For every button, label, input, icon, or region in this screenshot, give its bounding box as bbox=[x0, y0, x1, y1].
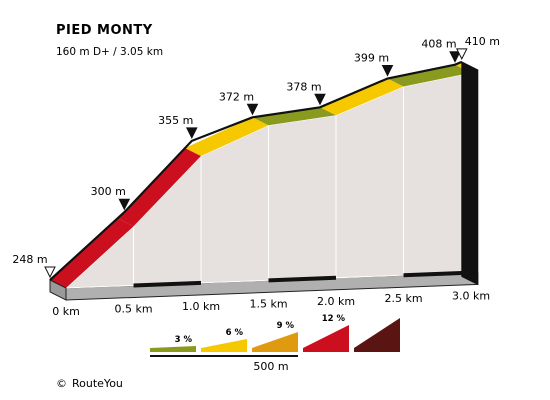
chart-subtitle: 160 m D+ / 3.05 km bbox=[56, 46, 163, 58]
legend-label: 3 % bbox=[175, 335, 193, 345]
elevation-marker bbox=[449, 51, 461, 63]
profile-segment-3 bbox=[252, 107, 336, 126]
elevation-marker bbox=[44, 266, 56, 279]
distance-scale-bar bbox=[403, 270, 472, 278]
elevation-label: 355 m bbox=[158, 114, 193, 127]
x-tick-label: 0.5 km bbox=[114, 302, 152, 315]
elevation-marker bbox=[455, 48, 468, 61]
elevation-marker bbox=[118, 198, 131, 211]
elevation-label: 410 m bbox=[465, 35, 500, 48]
profile-segment-5 bbox=[387, 64, 471, 87]
x-tick-label: 1.0 km bbox=[182, 300, 220, 313]
legend-ramp bbox=[150, 346, 196, 352]
elevation-marker bbox=[246, 103, 259, 116]
profile-body bbox=[49, 60, 479, 301]
profile-ridge-line bbox=[49, 60, 463, 281]
profile-face-segment bbox=[403, 72, 472, 276]
x-tick-label: 3.0 km bbox=[452, 290, 490, 303]
x-tick-label: 2.5 km bbox=[384, 292, 422, 305]
elevation-label: 372 m bbox=[219, 90, 254, 103]
distance-scale-bar bbox=[133, 280, 202, 288]
elevation-label: 378 m bbox=[286, 80, 321, 93]
elevation-label: 399 m bbox=[354, 51, 389, 64]
elevation-marker bbox=[381, 65, 394, 77]
credit-text: RouteYou bbox=[72, 377, 123, 390]
legend-ramp bbox=[303, 325, 349, 352]
elevation-marker bbox=[185, 127, 198, 140]
x-tick-label: 2.0 km bbox=[317, 295, 355, 308]
legend-scale-label: 500 m bbox=[253, 360, 288, 373]
elevation-label: 300 m bbox=[91, 185, 126, 198]
legend-label: 12 % bbox=[322, 314, 346, 324]
profile-segment-1 bbox=[117, 148, 201, 227]
profile-segment-0 bbox=[50, 218, 134, 288]
copyright-icon: © bbox=[56, 377, 67, 390]
profile-right-side bbox=[461, 61, 479, 286]
elevation-label: 248 m bbox=[12, 253, 47, 266]
x-tick-label: 0 km bbox=[52, 305, 80, 318]
legend-label: 6 % bbox=[226, 328, 244, 338]
x-tick-label: 1.5 km bbox=[249, 297, 287, 310]
elevation-label: 408 m bbox=[421, 38, 456, 51]
profile-face-segment bbox=[335, 85, 404, 279]
legend-ramp bbox=[354, 318, 400, 352]
profile-segment-2 bbox=[185, 117, 269, 156]
legend-ramp bbox=[201, 339, 247, 352]
elevation-marker bbox=[314, 93, 326, 106]
legend-ramp bbox=[252, 332, 298, 352]
gradient-legend: 3 % 6 % 9 % 12 % bbox=[150, 314, 400, 357]
profile-segment-4 bbox=[320, 78, 404, 116]
profile-left-side bbox=[49, 279, 67, 301]
chart-title: PIED MONTY bbox=[56, 23, 153, 38]
profile-markers: 0 km 0.5 km 1.0 km 1.5 km 2.0 km 2.5 km 3.0 km… bbox=[12, 35, 500, 318]
profile-face-segment bbox=[268, 114, 337, 281]
distance-scale-bar bbox=[268, 275, 337, 283]
legend-label: 9 % bbox=[277, 321, 295, 331]
